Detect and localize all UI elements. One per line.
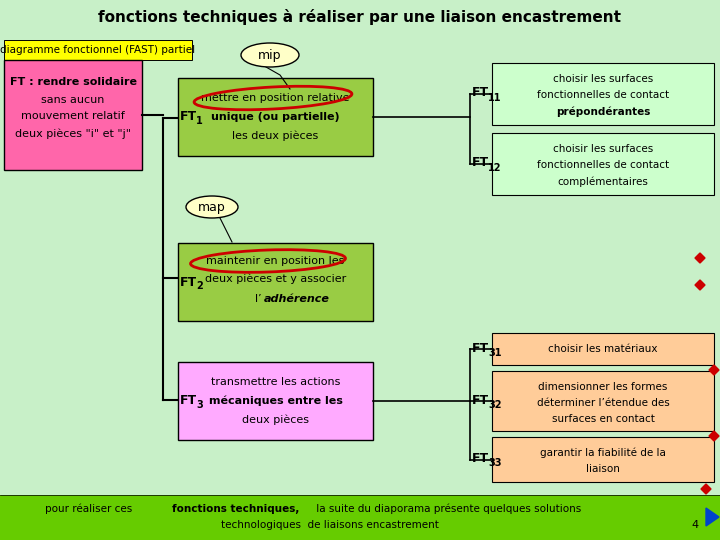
Text: map: map bbox=[198, 200, 226, 213]
Text: 12: 12 bbox=[488, 163, 502, 173]
FancyBboxPatch shape bbox=[492, 63, 714, 125]
FancyBboxPatch shape bbox=[178, 362, 373, 440]
Polygon shape bbox=[709, 431, 719, 441]
Polygon shape bbox=[701, 484, 711, 494]
Text: les deux pièces: les deux pièces bbox=[233, 131, 319, 141]
Text: 32: 32 bbox=[488, 400, 502, 410]
Text: choisir les surfaces: choisir les surfaces bbox=[553, 74, 653, 84]
Text: surfaces en contact: surfaces en contact bbox=[552, 414, 654, 424]
Text: 3: 3 bbox=[196, 400, 203, 410]
Text: unique (ou partielle): unique (ou partielle) bbox=[211, 112, 340, 122]
Polygon shape bbox=[695, 280, 705, 290]
Text: 33: 33 bbox=[488, 458, 502, 469]
Text: FT: FT bbox=[472, 452, 489, 465]
Text: mip: mip bbox=[258, 49, 282, 62]
Text: FT: FT bbox=[180, 275, 197, 288]
Text: FT : rendre solidaire: FT : rendre solidaire bbox=[9, 77, 137, 87]
Text: technologiques  de liaisons encastrement: technologiques de liaisons encastrement bbox=[221, 520, 439, 530]
Text: 31: 31 bbox=[488, 348, 502, 358]
Text: fonctionnelles de contact: fonctionnelles de contact bbox=[537, 90, 669, 100]
Text: FT: FT bbox=[180, 395, 197, 408]
Polygon shape bbox=[706, 508, 719, 526]
FancyBboxPatch shape bbox=[492, 437, 714, 482]
Text: prépondérantes: prépondérantes bbox=[556, 107, 650, 117]
FancyBboxPatch shape bbox=[178, 243, 373, 321]
Text: 4: 4 bbox=[691, 520, 698, 530]
Text: choisir les surfaces: choisir les surfaces bbox=[553, 144, 653, 154]
Text: FT: FT bbox=[472, 157, 489, 170]
Text: choisir les matériaux: choisir les matériaux bbox=[548, 344, 658, 354]
Ellipse shape bbox=[241, 43, 299, 67]
Text: sans aucun: sans aucun bbox=[41, 95, 104, 105]
Ellipse shape bbox=[186, 196, 238, 218]
Text: pour réaliser ces: pour réaliser ces bbox=[45, 504, 135, 514]
FancyBboxPatch shape bbox=[4, 40, 192, 60]
Text: déterminer l’étendue des: déterminer l’étendue des bbox=[536, 398, 670, 408]
Text: FT: FT bbox=[180, 111, 197, 124]
Text: dimensionner les formes: dimensionner les formes bbox=[539, 382, 667, 392]
Text: FT: FT bbox=[472, 394, 489, 407]
Text: mettre en position relative: mettre en position relative bbox=[202, 93, 350, 103]
Text: maintenir en position les: maintenir en position les bbox=[207, 256, 345, 266]
Text: deux pièces et y associer: deux pièces et y associer bbox=[205, 274, 346, 284]
Text: FT: FT bbox=[472, 86, 489, 99]
Text: deux pièces "i" et "j": deux pièces "i" et "j" bbox=[15, 129, 131, 139]
Text: fonctions techniques,: fonctions techniques, bbox=[172, 504, 300, 514]
FancyBboxPatch shape bbox=[178, 78, 373, 156]
Text: fonctions techniques à réaliser par une liaison encastrement: fonctions techniques à réaliser par une … bbox=[99, 9, 621, 25]
Text: fonctionnelles de contact: fonctionnelles de contact bbox=[537, 160, 669, 170]
Text: deux pièces: deux pièces bbox=[242, 415, 309, 426]
Text: 11: 11 bbox=[488, 93, 502, 103]
Polygon shape bbox=[695, 253, 705, 263]
Polygon shape bbox=[709, 365, 719, 375]
Text: mécaniques entre les: mécaniques entre les bbox=[209, 396, 343, 406]
FancyBboxPatch shape bbox=[0, 495, 720, 540]
Text: la suite du diaporama présente quelques solutions: la suite du diaporama présente quelques … bbox=[313, 504, 581, 514]
Text: adhérence: adhérence bbox=[264, 294, 329, 304]
FancyBboxPatch shape bbox=[492, 333, 714, 365]
Text: 2: 2 bbox=[196, 281, 203, 291]
Text: 1: 1 bbox=[196, 116, 203, 126]
Text: garantir la fiabilité de la: garantir la fiabilité de la bbox=[540, 448, 666, 458]
FancyBboxPatch shape bbox=[492, 371, 714, 431]
Text: l’: l’ bbox=[256, 294, 262, 304]
Text: diagramme fonctionnel (FAST) partiel: diagramme fonctionnel (FAST) partiel bbox=[1, 45, 196, 55]
Text: FT: FT bbox=[472, 341, 489, 354]
Text: liaison: liaison bbox=[586, 464, 620, 474]
Text: transmettre les actions: transmettre les actions bbox=[211, 377, 340, 387]
Text: mouvement relatif: mouvement relatif bbox=[21, 111, 125, 121]
FancyBboxPatch shape bbox=[4, 60, 142, 170]
FancyBboxPatch shape bbox=[492, 133, 714, 195]
Text: complémentaires: complémentaires bbox=[557, 177, 649, 187]
